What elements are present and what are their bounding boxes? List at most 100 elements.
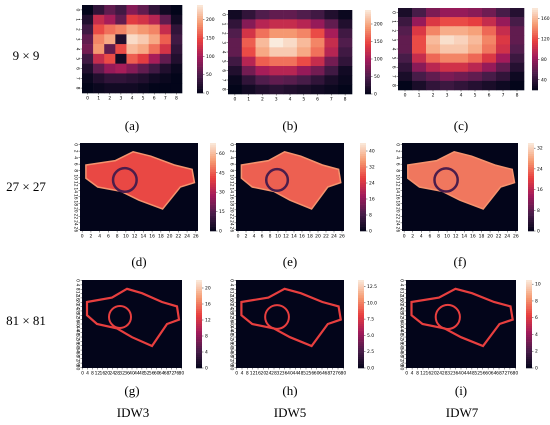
y-tick-label: 5 xyxy=(221,60,227,63)
colorbar-segment xyxy=(360,215,366,219)
colorbar-segment xyxy=(365,70,371,74)
y-tick-label: 20 xyxy=(229,207,235,213)
colorbar-segment xyxy=(532,75,538,78)
heatmap-cell xyxy=(269,10,284,20)
colorbar-tick-label: 24 xyxy=(369,181,375,187)
colorbar-segment xyxy=(358,321,364,325)
heatmap-cell xyxy=(228,84,243,95)
heatmap-cell xyxy=(115,63,127,74)
colorbar-segment xyxy=(210,176,216,179)
x-tick-label: 52 xyxy=(474,371,480,377)
colorbar-segment xyxy=(360,180,366,183)
heatmap-cell xyxy=(454,53,469,63)
row-label: 9 × 9 xyxy=(13,48,40,63)
heatmap-cell xyxy=(170,44,183,55)
heatmap-cell xyxy=(310,28,325,39)
heatmap-cell xyxy=(228,28,243,39)
colorbar-segment xyxy=(528,187,534,190)
heatmap-cell xyxy=(482,62,497,73)
heatmap-cell xyxy=(104,34,116,45)
colorbar-segment xyxy=(197,38,203,41)
colorbar-segment xyxy=(358,297,364,301)
colorbar-segment xyxy=(532,8,538,11)
y-tick-label: 6 xyxy=(221,69,227,72)
heatmap-cell xyxy=(93,63,105,74)
colorbar-segment xyxy=(365,60,371,63)
colorbar-segment xyxy=(365,22,371,25)
heatmap-cell xyxy=(269,19,284,29)
colorbar-segment xyxy=(197,60,203,63)
y-tick-label: 10 xyxy=(395,174,401,180)
y-tick-label: 3 xyxy=(391,38,397,41)
colorbar-segment xyxy=(532,69,538,72)
heatmap-cell xyxy=(310,47,325,57)
colorbar-segment xyxy=(365,85,371,88)
heatmap-cell xyxy=(440,17,455,27)
heatmap-cell xyxy=(412,71,427,82)
colorbar-segment xyxy=(197,84,203,87)
x-tick-label: 12 xyxy=(420,371,426,377)
heatmap-cell xyxy=(496,80,511,91)
heatmap-cell xyxy=(482,26,497,36)
colorbar-tick-label: 50 xyxy=(206,72,212,78)
heatmap-cell xyxy=(241,10,256,20)
x-tick-label: 12 xyxy=(453,234,459,240)
colorbar-segment xyxy=(532,42,538,46)
y-tick-label: 8 xyxy=(399,288,405,291)
heatmap-cell xyxy=(115,53,127,64)
heatmap-cell xyxy=(255,84,270,95)
heatmap-cell xyxy=(241,19,256,29)
colorbar-segment xyxy=(360,156,366,159)
colorbar-segment xyxy=(196,284,202,287)
x-tick-label: 40 xyxy=(287,371,293,377)
panel-label: (f) xyxy=(454,254,467,269)
colorbar-segment xyxy=(360,228,366,232)
y-tick-label: 16 xyxy=(229,194,235,200)
heatmap-cell xyxy=(510,44,525,54)
x-tick-label: 10 xyxy=(444,234,450,240)
heatmap-cell xyxy=(148,44,161,55)
heatmap-cell xyxy=(159,63,172,74)
heatmap-cell xyxy=(482,80,497,91)
x-tick-label: 24 xyxy=(331,234,337,240)
colorbar-segment xyxy=(197,57,203,61)
colorbar-tick-label: 2 xyxy=(535,349,538,355)
heatmap-cell xyxy=(454,17,469,27)
x-tick-label: 18 xyxy=(307,234,313,240)
x-tick-label: 3 xyxy=(446,93,449,99)
heatmap-cell xyxy=(269,66,284,76)
colorbar-segment xyxy=(528,217,534,221)
colorbar-segment xyxy=(360,162,366,166)
y-tick-label: 6 xyxy=(395,163,401,166)
y-tick-label: 16 xyxy=(73,194,79,200)
x-tick-label: 60 xyxy=(314,371,320,377)
y-tick-label: 52 xyxy=(229,334,235,340)
heatmap-cell xyxy=(510,53,525,63)
colorbar-segment xyxy=(210,173,216,177)
colorbar-segment xyxy=(532,14,538,17)
colorbar-segment xyxy=(365,91,371,95)
colorbar-segment xyxy=(526,328,532,331)
heatmap-cell xyxy=(93,5,105,16)
x-tick-label: 3 xyxy=(119,96,122,102)
heatmap-cell xyxy=(324,28,339,39)
heatmap-cell xyxy=(159,24,172,35)
heatmap-cell xyxy=(228,47,243,57)
y-tick-label: 52 xyxy=(399,334,405,340)
colorbar-segment xyxy=(365,62,371,65)
heatmap-cell xyxy=(228,10,243,20)
y-tick-label: 4 xyxy=(221,51,227,54)
colorbar-segment xyxy=(528,156,534,159)
colorbar-tick-label: 30 xyxy=(219,190,225,196)
colorbar-segment xyxy=(526,286,532,290)
heatmap-cell xyxy=(338,75,353,85)
colorbar-segment xyxy=(358,365,364,369)
colorbar-segment xyxy=(365,89,371,93)
colorbar-segment xyxy=(365,79,371,82)
y-tick-label: 8 xyxy=(75,288,81,291)
colorbar-segment xyxy=(360,206,366,210)
colorbar-segment xyxy=(358,291,364,294)
panel-label: (h) xyxy=(282,383,297,398)
heatmap-cell xyxy=(228,75,243,85)
heatmap-cell xyxy=(412,26,427,36)
